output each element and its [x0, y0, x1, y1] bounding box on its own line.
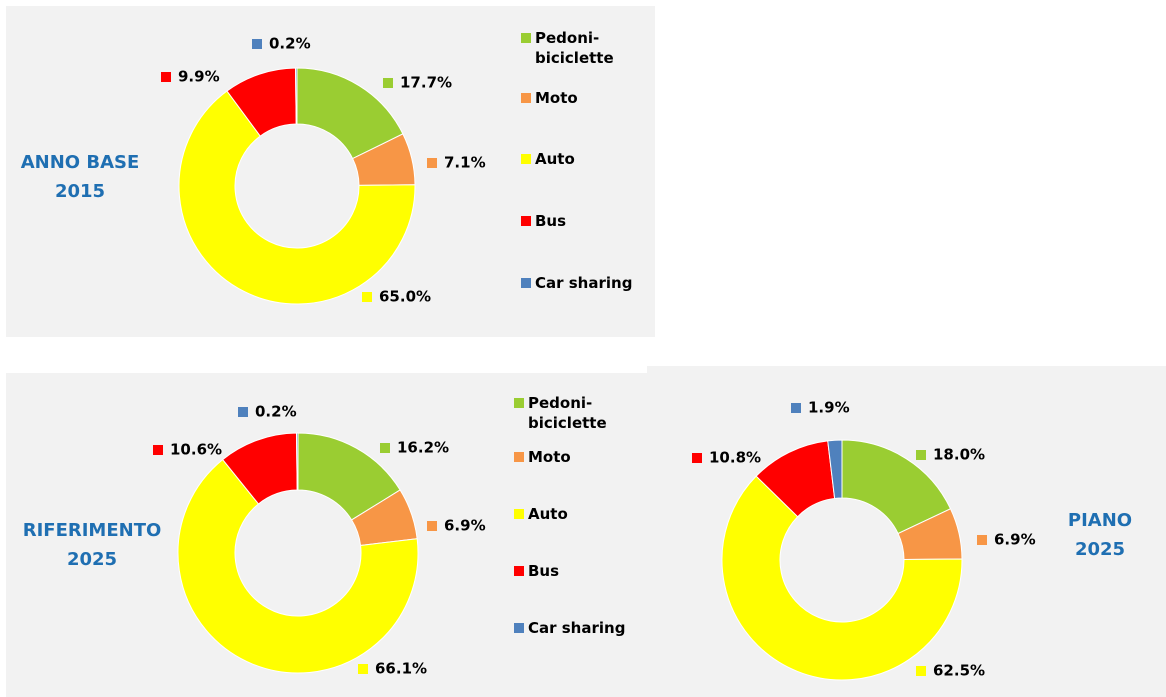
- data-label: 7.1%: [444, 154, 486, 172]
- donut-slice: [295, 432, 299, 491]
- legend-swatch: [521, 154, 531, 164]
- label-swatch: [427, 521, 437, 531]
- legend-label: Auto: [528, 505, 568, 523]
- chart-title: ANNO BASE 2015: [20, 152, 140, 202]
- label-swatch: [380, 443, 390, 453]
- donut-slice: [295, 67, 298, 125]
- legend-swatch: [514, 509, 524, 519]
- data-label: 9.9%: [178, 68, 220, 86]
- label-swatch: [692, 453, 702, 463]
- legend-swatch: [521, 33, 531, 43]
- data-label: 18.0%: [933, 446, 985, 464]
- label-swatch: [161, 72, 171, 82]
- legend-label: Bus: [528, 562, 560, 580]
- label-swatch: [383, 78, 393, 88]
- label-swatch: [791, 403, 801, 413]
- data-label: 66.1%: [375, 660, 427, 678]
- label-swatch: [427, 158, 437, 168]
- data-label: 0.2%: [255, 403, 297, 421]
- legend-swatch: [514, 623, 524, 633]
- legend-swatch: [521, 216, 531, 226]
- legend-swatch: [514, 398, 524, 408]
- legend-label: Moto: [528, 448, 571, 466]
- data-label: 1.9%: [808, 399, 850, 417]
- legend-label: Pedoni-biciclette: [528, 394, 607, 432]
- data-label: 16.2%: [397, 439, 449, 457]
- label-swatch: [238, 407, 248, 417]
- chart-title: RIFERIMENTO 2025: [22, 520, 162, 570]
- data-label: 10.6%: [170, 441, 222, 459]
- data-label: 10.8%: [709, 449, 761, 467]
- label-swatch: [153, 445, 163, 455]
- legend-swatch: [514, 566, 524, 576]
- label-swatch: [362, 292, 372, 302]
- legend-label: Bus: [535, 212, 567, 230]
- data-label: 65.0%: [379, 288, 431, 306]
- legend-swatch: [521, 93, 531, 103]
- legend-label: Car sharing: [528, 619, 626, 637]
- donut-slice: [721, 475, 963, 681]
- data-label: 62.5%: [933, 662, 985, 680]
- data-label: 6.9%: [994, 531, 1036, 549]
- label-swatch: [358, 664, 368, 674]
- legend-label: Auto: [535, 150, 575, 168]
- donut-slice: [178, 90, 416, 305]
- label-swatch: [916, 666, 926, 676]
- legend-label: Moto: [535, 89, 578, 107]
- donut-slice: [177, 458, 419, 674]
- legend-swatch: [521, 278, 531, 288]
- legend-swatch: [514, 452, 524, 462]
- label-swatch: [252, 39, 262, 49]
- data-label: 17.7%: [400, 74, 452, 92]
- data-label: 6.9%: [444, 517, 486, 535]
- donut-slice: [827, 439, 843, 499]
- label-swatch: [916, 450, 926, 460]
- data-label: 0.2%: [269, 35, 311, 53]
- chart-title: PIANO 2025: [1067, 510, 1133, 560]
- label-swatch: [977, 535, 987, 545]
- legend-label: Car sharing: [535, 274, 633, 292]
- legend-label: Pedoni-biciclette: [535, 29, 614, 67]
